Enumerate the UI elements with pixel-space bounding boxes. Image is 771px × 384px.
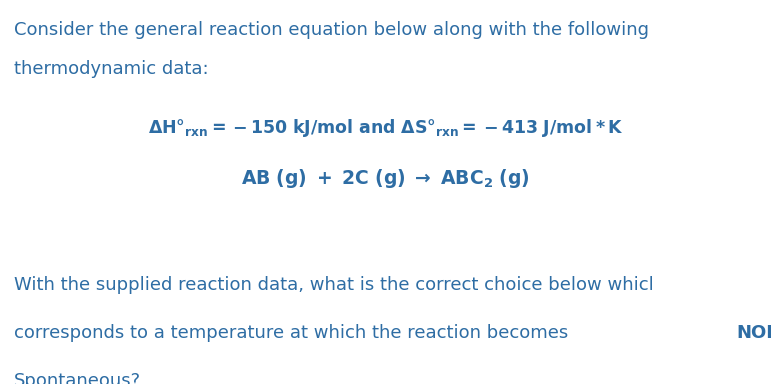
Text: Spontaneous?: Spontaneous?: [14, 372, 141, 384]
Text: thermodynamic data:: thermodynamic data:: [14, 60, 208, 78]
Text: NON-: NON-: [736, 324, 771, 343]
Text: Consider the general reaction equation below along with the following: Consider the general reaction equation b…: [14, 21, 649, 39]
Text: With the supplied reaction data, what is the correct choice below whicl: With the supplied reaction data, what is…: [14, 276, 654, 295]
Text: corresponds to a temperature at which the reaction becomes: corresponds to a temperature at which th…: [14, 324, 574, 343]
Text: $\bf{\Delta H°_{rxn}}$$\bf{ = -150\ kJ/mol\ and\ \Delta S°_{rxn} = -413\ J/mol*K: $\bf{\Delta H°_{rxn}}$$\bf{ = -150\ kJ/m…: [148, 117, 623, 139]
Text: $\bf{AB\ (g)\ +\ 2C\ (g)\ {\rightarrow}\ ABC_2\ (g)}$: $\bf{AB\ (g)\ +\ 2C\ (g)\ {\rightarrow}\…: [241, 167, 530, 190]
